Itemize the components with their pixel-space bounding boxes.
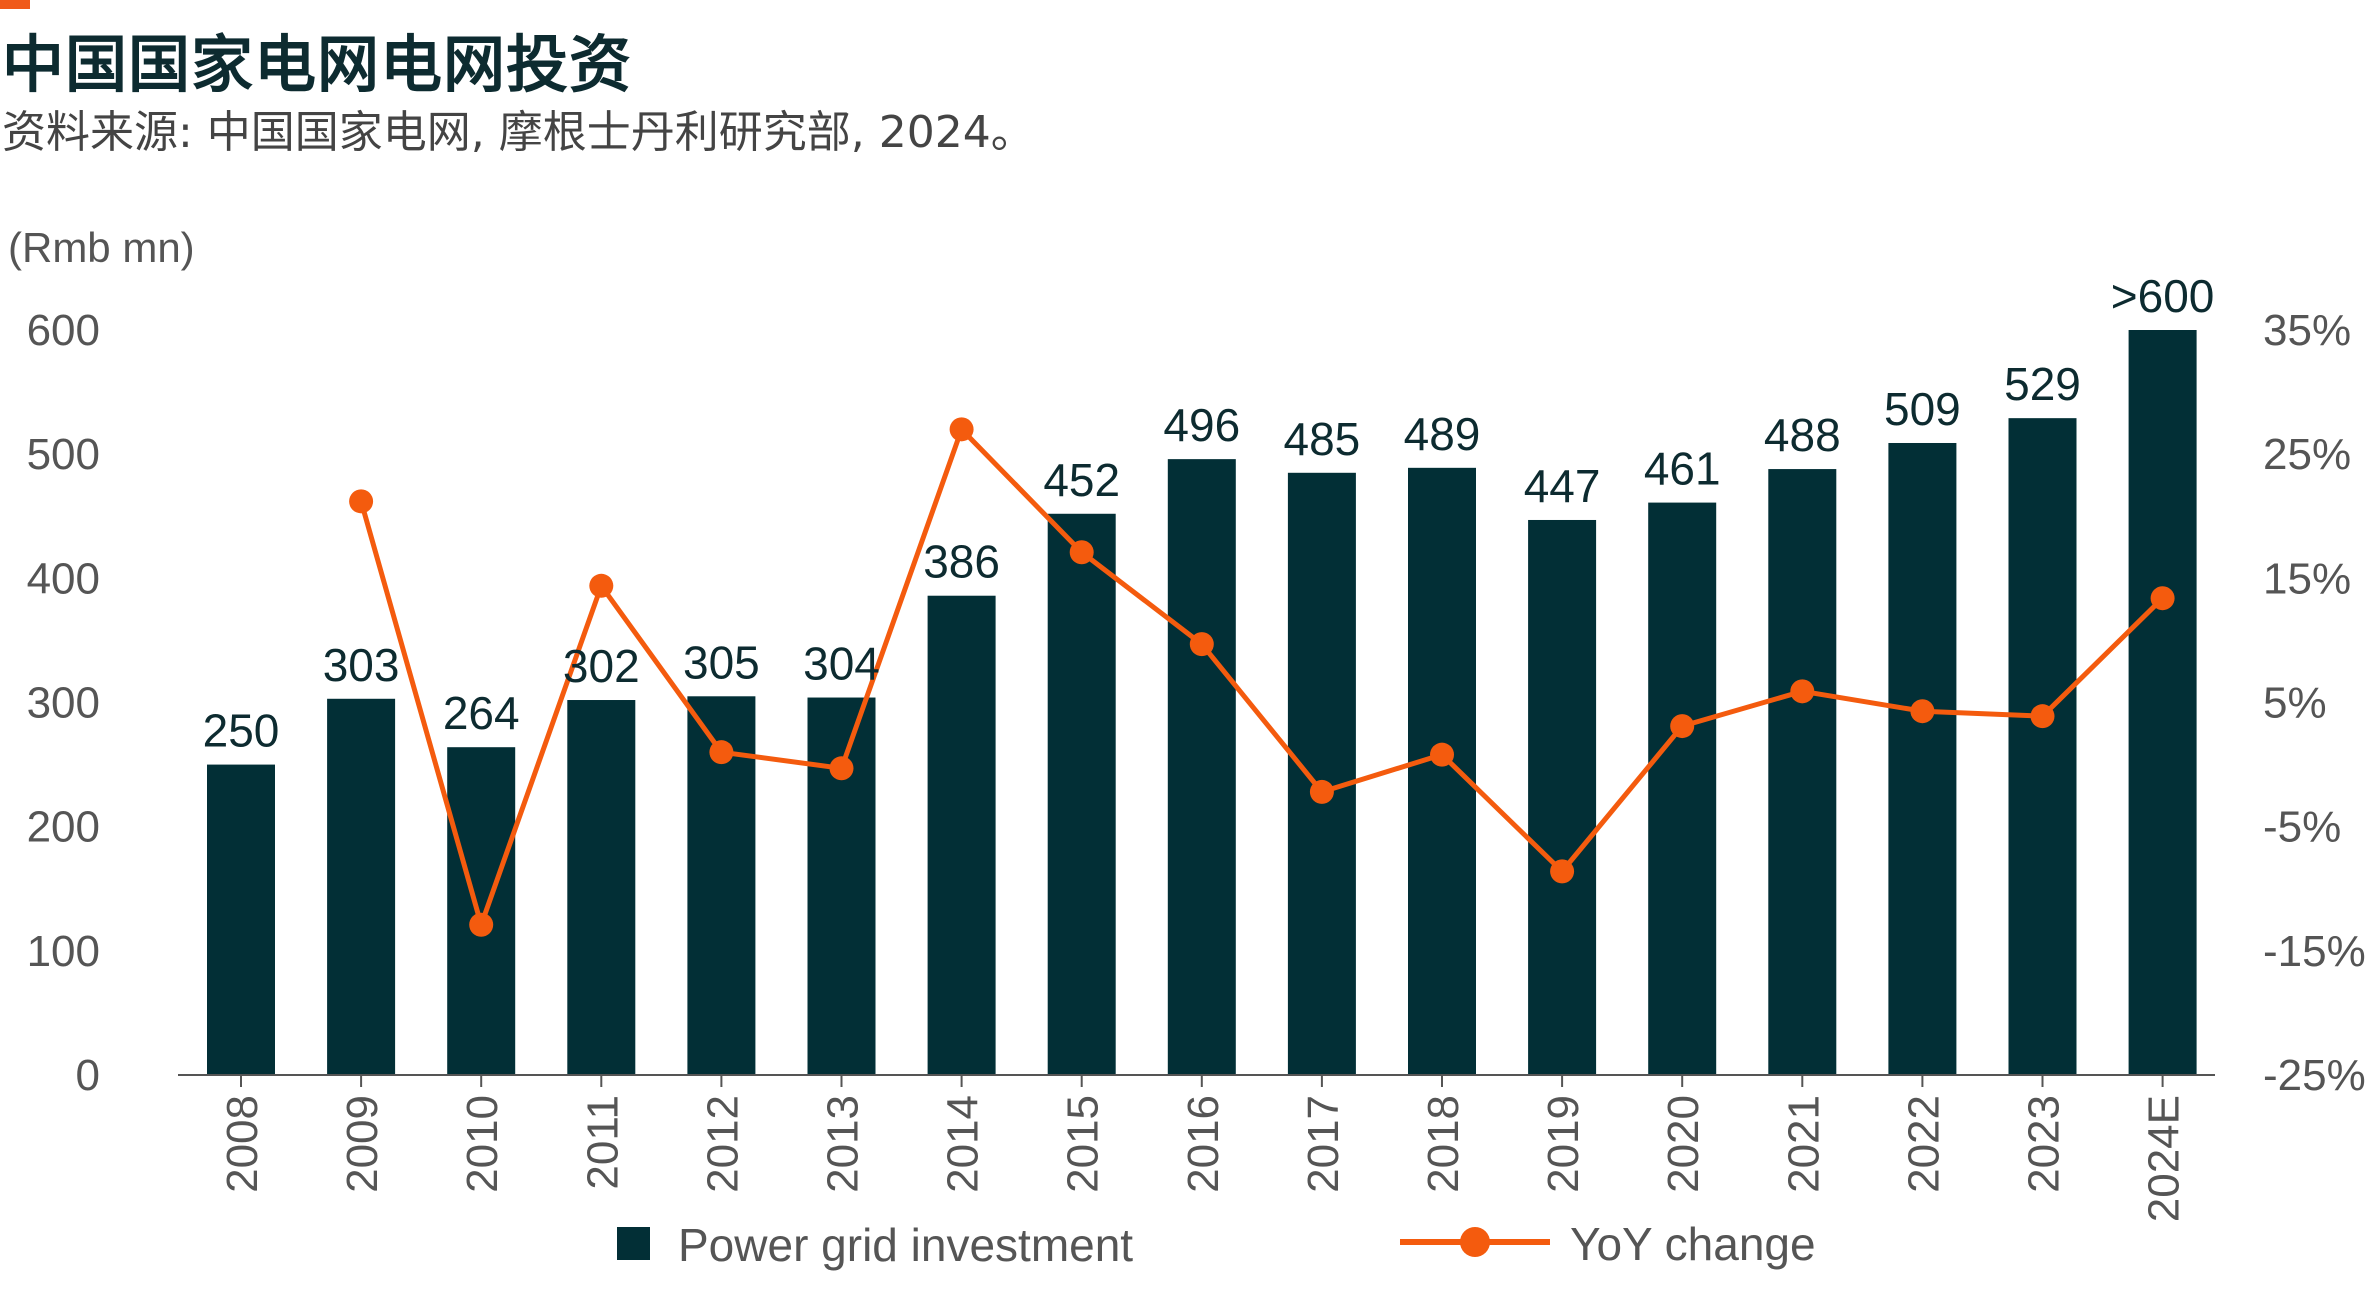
bar-value-label: 447 — [1524, 460, 1601, 512]
yoy-point — [1910, 699, 1935, 724]
bar-value-label: 485 — [1284, 413, 1361, 465]
x-category-label: 2020 — [1659, 1095, 1708, 1193]
yoy-point — [1309, 779, 1334, 804]
x-category-label: 2013 — [819, 1095, 868, 1193]
bar — [1167, 459, 1236, 1076]
chart-title: 中国国家电网电网投资 — [2, 28, 633, 101]
bar-value-label: 529 — [2004, 358, 2081, 410]
bar — [1408, 467, 1476, 1075]
legend-bar-swatch — [617, 1227, 650, 1260]
yoy-point — [589, 573, 614, 598]
legend-line-marker — [1460, 1227, 1490, 1257]
x-category-label: 2024E — [2140, 1095, 2189, 1222]
y-left-tick-label: 200 — [27, 803, 100, 852]
x-category-label: 2019 — [1539, 1095, 1588, 1193]
bar — [1888, 442, 1957, 1075]
yoy-point — [829, 756, 854, 781]
y-right-tick-label: 15% — [2263, 554, 2351, 603]
legend-bar-label: Power grid investment — [678, 1219, 1133, 1271]
bar-value-label: 305 — [683, 636, 760, 688]
yoy-point — [469, 912, 494, 937]
y-right-tick-label: 35% — [2263, 306, 2351, 355]
yoy-point — [1670, 714, 1695, 739]
y-left-tick-label: 600 — [27, 306, 100, 355]
bar — [1528, 519, 1597, 1075]
x-category-label: 2015 — [1059, 1095, 1108, 1193]
bar — [2008, 418, 2077, 1075]
bar — [927, 595, 996, 1075]
y-right-tick-label: 5% — [2263, 679, 2327, 728]
bar-value-label: 509 — [1884, 383, 1961, 435]
bar — [447, 747, 516, 1075]
yoy-point — [2150, 586, 2175, 611]
y-right-tick-label: -5% — [2263, 803, 2341, 852]
bar-value-label: 303 — [323, 639, 400, 691]
y-left-tick-label: 400 — [27, 554, 100, 603]
bar — [2128, 330, 2197, 1075]
bar-value-label: 264 — [443, 687, 520, 739]
x-category-label: 2018 — [1419, 1095, 1468, 1193]
x-category-label: 2017 — [1299, 1095, 1348, 1193]
y-left-tick-label: 500 — [27, 430, 100, 479]
bar — [1047, 513, 1116, 1075]
y-left-tick-label: 300 — [27, 679, 100, 728]
chart-source: 资料来源: 中国国家电网, 摩根士丹利研究部, 2024。 — [2, 107, 1035, 158]
legend-line-label: YoY change — [1570, 1218, 1816, 1270]
bar-value-label: 496 — [1163, 399, 1240, 451]
yoy-point — [709, 740, 734, 765]
bar-value-label: 304 — [803, 638, 880, 690]
yoy-line — [358, 426, 2165, 928]
x-category-label: 2022 — [1899, 1095, 1948, 1193]
yoy-point — [1189, 632, 1214, 657]
bar — [567, 700, 636, 1075]
bar-value-label: 302 — [563, 640, 640, 692]
yoy-point — [1790, 679, 1815, 704]
y-right-tick-label: 25% — [2263, 430, 2351, 479]
bar — [1287, 472, 1356, 1076]
bar-value-label: 452 — [1043, 454, 1120, 506]
bar-value-label: 250 — [203, 705, 280, 757]
yoy-point — [949, 417, 974, 442]
y-right-tick-label: -15% — [2263, 927, 2366, 976]
bar-value-label: 488 — [1764, 409, 1841, 461]
x-category-label: 2023 — [2020, 1095, 2069, 1193]
y-left-tick-label: 0 — [76, 1051, 100, 1100]
bar-value-label: 386 — [923, 536, 1000, 588]
y-left-unit-label: (Rmb mn) — [8, 224, 195, 271]
yoy-point — [349, 489, 374, 514]
x-category-label: 2010 — [458, 1095, 507, 1193]
bar-value-label: >600 — [2111, 270, 2215, 322]
yoy-point — [1069, 540, 1094, 565]
x-category-label: 2021 — [1779, 1095, 1828, 1193]
y-right-tick-label: -25% — [2263, 1051, 2366, 1100]
x-category-label: 2011 — [578, 1095, 627, 1190]
accent-mark — [0, 0, 30, 9]
bar — [1648, 502, 1717, 1075]
x-category-label: 2009 — [338, 1095, 387, 1193]
bar — [807, 697, 876, 1075]
x-category-label: 2016 — [1179, 1095, 1228, 1193]
bar — [207, 764, 275, 1075]
x-category-label: 2012 — [698, 1095, 747, 1193]
bar-value-label: 489 — [1404, 408, 1481, 460]
y-left-tick-label: 100 — [27, 927, 100, 976]
x-category-label: 2014 — [939, 1095, 988, 1193]
bar — [1768, 469, 1837, 1076]
x-category-label: 2008 — [218, 1095, 267, 1193]
yoy-point — [2030, 704, 2055, 729]
yoy-point — [1550, 859, 1575, 884]
yoy-point — [1430, 742, 1454, 767]
bar — [327, 698, 396, 1075]
bar-value-label: 461 — [1644, 443, 1721, 495]
